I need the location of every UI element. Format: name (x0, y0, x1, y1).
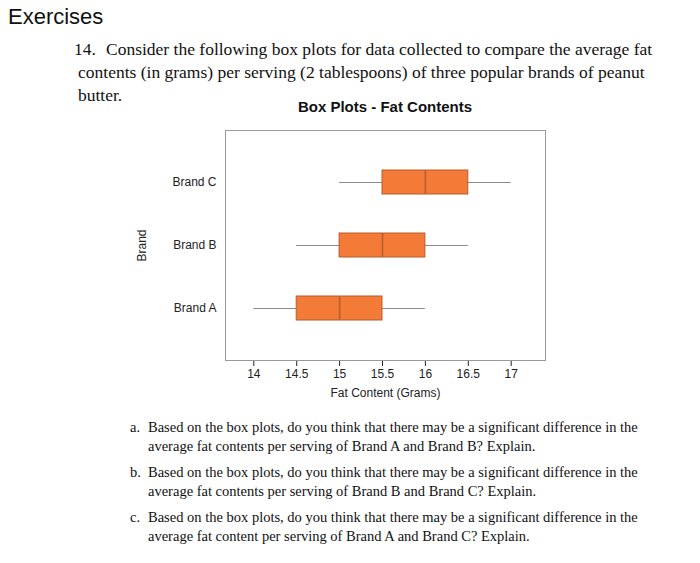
html-text:Box Plots - Fat Contents: Box Plots - Fat Contents (297, 98, 473, 115)
html-text:Exercises: Exercises (8, 4, 104, 29)
svg-text:Brand C: Brand C (172, 175, 216, 189)
svg-text:15.5: 15.5 (371, 367, 395, 381)
svg-text:16.5: 16.5 (457, 367, 481, 381)
svg-text:16: 16 (419, 367, 433, 381)
html-text:14.: 14. (74, 39, 96, 59)
svg-text:14.5: 14.5 (285, 367, 309, 381)
html-text:a.: a. (130, 419, 141, 435)
svg-text:17: 17 (505, 367, 519, 381)
html-text:Based on the box plots, do you: Based on the box plots, do you think tha… (148, 419, 638, 454)
svg-text:Brand B: Brand B (173, 238, 216, 252)
svg-text:Brand A: Brand A (174, 301, 217, 315)
html-text:Based on the box plots, do you: Based on the box plots, do you think tha… (148, 464, 638, 499)
svg-text:Brand: Brand (135, 229, 149, 261)
html-text:c.: c. (130, 509, 141, 525)
html-text:Based on the box plots, do you: Based on the box plots, do you think tha… (148, 509, 638, 544)
svg-text:14: 14 (247, 367, 261, 381)
html-text:Consider the following box plo: Consider the following box plots for dat… (78, 39, 653, 105)
html-text:b.: b. (130, 464, 141, 480)
svg-text:15: 15 (333, 367, 347, 381)
svg-text:Fat Content (Grams): Fat Content (Grams) (330, 386, 440, 400)
